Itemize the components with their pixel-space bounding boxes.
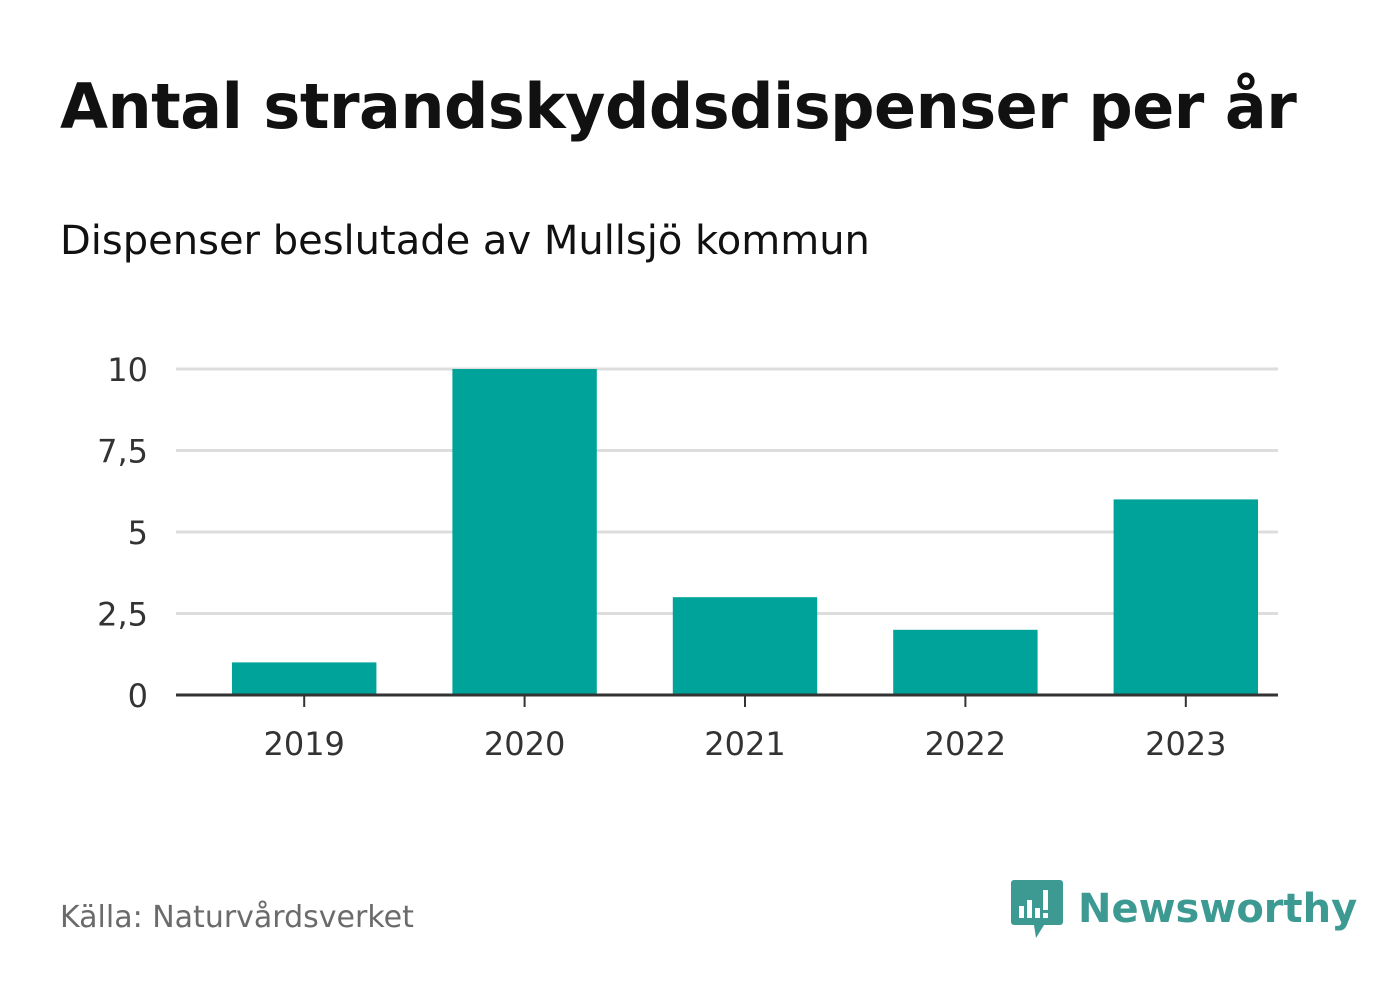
brand-logo: Newsworthy xyxy=(1010,878,1357,940)
newsworthy-logo-icon xyxy=(1011,880,1063,938)
source-note: Källa: Naturvårdsverket xyxy=(60,900,414,935)
bar xyxy=(672,597,818,695)
bar xyxy=(1113,499,1258,695)
y-tick-label: 5 xyxy=(128,514,148,552)
chart-title: Antal strandskyddsdispenser per år xyxy=(60,70,1297,143)
y-tick-label: 7,5 xyxy=(97,433,148,471)
bar xyxy=(232,662,377,695)
brand-name: Newsworthy xyxy=(1078,886,1358,932)
chart-subtitle: Dispenser beslutade av Mullsjö kommun xyxy=(60,218,870,264)
x-tick-label: 2019 xyxy=(263,725,344,763)
y-tick-label: 10 xyxy=(107,351,148,389)
bar xyxy=(893,629,1038,695)
x-tick-label: 2021 xyxy=(704,725,785,763)
y-tick-label: 2,5 xyxy=(97,596,148,634)
x-tick-label: 2022 xyxy=(925,725,1006,763)
x-tick-label: 2023 xyxy=(1145,725,1226,763)
x-tick-label: 2020 xyxy=(484,725,565,763)
y-tick-label: 0 xyxy=(128,677,148,715)
bar xyxy=(452,369,597,695)
